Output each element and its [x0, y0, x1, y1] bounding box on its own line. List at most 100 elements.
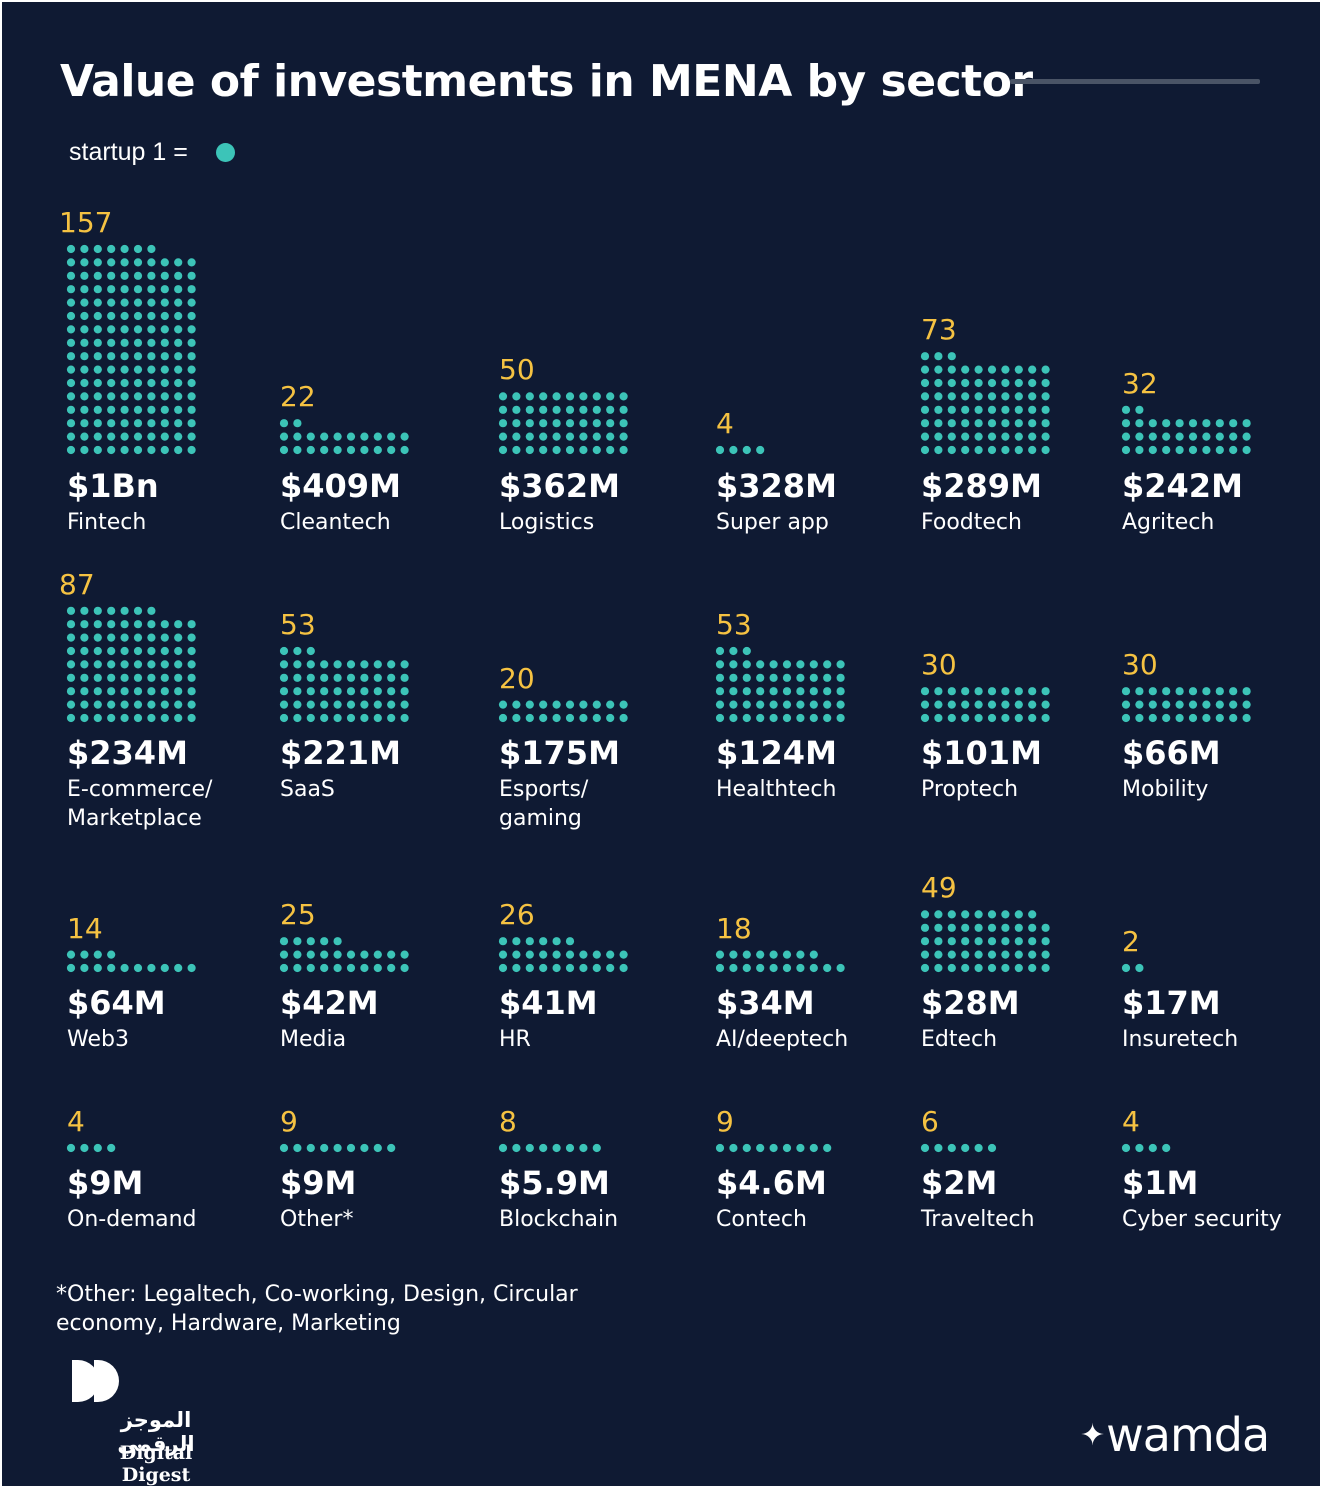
startup-dot [947, 700, 956, 709]
startup-dot [174, 432, 183, 441]
startup-dot [1229, 687, 1238, 696]
startup-dot [934, 445, 943, 455]
startup-dot [565, 432, 575, 441]
startup-dot [1028, 923, 1037, 932]
startup-dot [920, 687, 930, 696]
startup-dot [80, 285, 89, 294]
startup-dot [565, 405, 575, 414]
startup-dot [961, 445, 970, 455]
startup-dot [809, 687, 818, 696]
startup-dot [279, 660, 289, 669]
startup-dot [525, 937, 534, 946]
startup-dot [1215, 432, 1224, 441]
startup-dot [552, 963, 561, 973]
startup-dot [1135, 432, 1144, 441]
startup-dot [293, 1143, 302, 1153]
startup-dot [120, 687, 129, 696]
startup-dot [1028, 445, 1037, 455]
startup-dot [782, 700, 792, 709]
startup-dot [836, 713, 845, 723]
startup-dot [756, 1143, 765, 1153]
startup-dot [187, 378, 196, 388]
startup-dot [160, 620, 169, 629]
startup-dot [512, 445, 521, 455]
startup-dot [920, 365, 930, 374]
startup-dot [1242, 445, 1251, 455]
startup-dot [160, 633, 169, 642]
startup-dot [1202, 432, 1211, 441]
startup-dot [80, 338, 89, 347]
startup-dot [187, 338, 196, 347]
startup-dot [306, 950, 315, 959]
startup-dot [80, 365, 89, 374]
startup-dot [93, 392, 102, 401]
startup-dot [1028, 950, 1037, 959]
startup-dot [80, 392, 89, 401]
startup-dot [729, 950, 738, 959]
startup-dot [107, 325, 116, 334]
startup-dot [306, 700, 315, 709]
startup-dot [147, 646, 156, 656]
startup-dot [80, 258, 89, 267]
startup-dot [1014, 378, 1023, 388]
startup-dot [293, 963, 302, 973]
startup-dot [552, 419, 561, 428]
startup-dot [974, 392, 983, 401]
startup-dot [987, 950, 997, 959]
startup-dot [174, 687, 183, 696]
startup-dot [387, 687, 396, 696]
startup-dot [1148, 700, 1157, 709]
startup-dot [147, 445, 156, 455]
investment-value: $41M [499, 984, 598, 1022]
startup-dot [1175, 445, 1184, 455]
investment-value: $9M [280, 1164, 357, 1202]
startup-dot [539, 445, 548, 455]
startup-dot [1001, 405, 1010, 414]
startup-dot [306, 937, 315, 946]
startup-dot [920, 352, 930, 361]
sector-name: Foodtech [921, 510, 1022, 535]
startup-dot [1014, 405, 1023, 414]
startup-dot [552, 937, 561, 946]
startup-dot [80, 405, 89, 414]
startup-dot [947, 445, 956, 455]
footnote: *Other: Legaltech, Co-working, Design, C… [56, 1282, 578, 1336]
startup-dot [373, 445, 382, 455]
startup-dot [360, 950, 369, 959]
startup-dot [934, 687, 943, 696]
startup-dot [920, 405, 930, 414]
startup-dot [512, 392, 521, 401]
startup-dot [934, 713, 943, 723]
dot-group-on-demand [66, 1143, 116, 1153]
startup-dot [756, 673, 765, 682]
startup-dot [160, 445, 169, 455]
startup-dot [498, 950, 508, 959]
startup-dot [306, 713, 315, 723]
startup-dot [187, 963, 196, 973]
dot-group-cleantech [279, 419, 409, 455]
startup-dot [107, 378, 116, 388]
startup-dot [974, 963, 983, 973]
startup-dot [174, 673, 183, 682]
investment-value: $4.6M [716, 1164, 827, 1202]
startup-dot [836, 687, 845, 696]
startup-dot [1041, 432, 1050, 441]
startup-dot [293, 937, 302, 946]
startup-dot [107, 258, 116, 267]
startup-dot [756, 950, 765, 959]
startup-dot [1001, 910, 1010, 919]
startup-dot [373, 660, 382, 669]
startup-count: 9 [280, 1105, 298, 1138]
startup-count: 157 [59, 206, 113, 239]
startup-dot [400, 432, 409, 441]
startup-dot [525, 432, 534, 441]
startup-dot [1001, 392, 1010, 401]
startup-dot [782, 673, 792, 682]
startup-dot [187, 633, 196, 642]
startup-dot [796, 963, 805, 973]
dot-group-foodtech [920, 352, 1050, 455]
startup-dot [1188, 687, 1198, 696]
startup-dot [107, 352, 116, 361]
startup-dot [387, 700, 396, 709]
startup-dot [742, 713, 751, 723]
